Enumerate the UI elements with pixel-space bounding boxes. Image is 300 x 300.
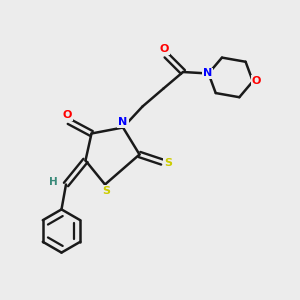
Text: O: O xyxy=(63,110,72,120)
Text: N: N xyxy=(203,68,212,79)
Text: O: O xyxy=(159,44,169,54)
Text: O: O xyxy=(252,76,261,86)
Text: S: S xyxy=(164,158,172,169)
Text: N: N xyxy=(118,117,127,127)
Text: H: H xyxy=(49,177,58,187)
Text: S: S xyxy=(103,186,110,196)
